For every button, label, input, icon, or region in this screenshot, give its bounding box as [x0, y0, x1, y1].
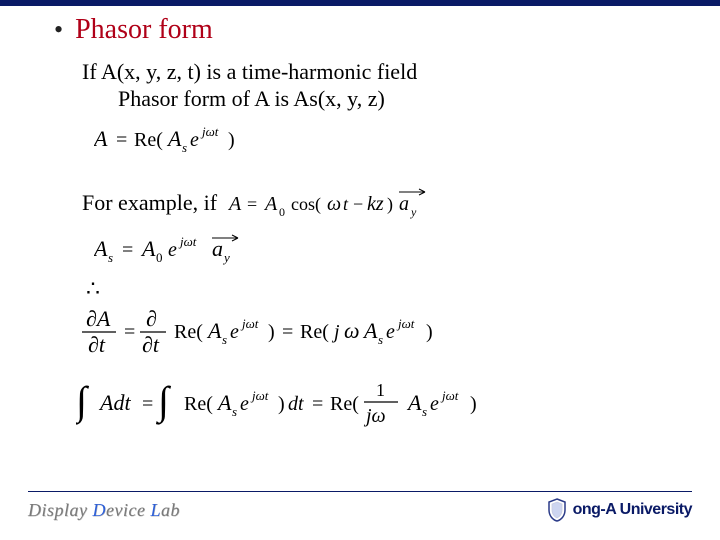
svg-text:A: A	[206, 318, 222, 343]
equation-4: ∂A ∂t = ∂ ∂t Re( A s e jωt ) = Re( j ω	[28, 304, 692, 360]
lab-name: Display Device Lab	[28, 500, 180, 521]
equation-3: A s = A 0 e jωt a y	[28, 228, 692, 270]
svg-text:∂: ∂	[146, 306, 157, 331]
for-example-row: For example, if A = A 0 cos( ω t − kz ) …	[28, 184, 692, 222]
svg-text:): )	[278, 393, 285, 415]
svg-text:jωt: jωt	[200, 124, 219, 139]
svg-text:s: s	[378, 332, 383, 347]
svg-text:j: j	[331, 321, 340, 343]
svg-text:): )	[387, 194, 393, 215]
svg-text:∫: ∫	[155, 378, 172, 425]
university-name: ong-A University	[573, 501, 692, 519]
svg-text:s: s	[232, 404, 237, 419]
svg-text:e: e	[240, 393, 249, 415]
svg-text:A: A	[406, 390, 422, 415]
svg-text:A: A	[140, 236, 156, 261]
svg-text:a: a	[212, 236, 223, 261]
university-block: ong-A University	[547, 498, 692, 522]
therefore-symbol: ∴	[28, 276, 692, 302]
heading-text: Phasor form	[75, 14, 213, 46]
top-border-bar	[0, 0, 720, 6]
svg-text:e: e	[230, 321, 239, 343]
svg-text:Adt: Adt	[98, 390, 131, 415]
svg-text:jωt: jωt	[440, 388, 459, 403]
svg-text:Re(: Re(	[300, 321, 329, 343]
svg-text:jωt: jωt	[250, 388, 269, 403]
svg-text:s: s	[182, 140, 187, 155]
svg-text:A: A	[94, 236, 108, 261]
svg-text:A: A	[227, 193, 242, 215]
lab-part-4: ab	[161, 500, 180, 520]
svg-text:Re(: Re(	[184, 393, 213, 415]
svg-text:jωt: jωt	[396, 316, 415, 331]
lab-part-3: L	[150, 500, 161, 520]
svg-text:cos(: cos(	[291, 194, 321, 215]
svg-text:A: A	[263, 193, 278, 215]
intro-line-1: If A(x, y, z, t) is a time-harmonic fiel…	[28, 58, 692, 86]
equation-1: A = Re( A s e jωt )	[28, 122, 692, 160]
svg-text:s: s	[422, 404, 427, 419]
svg-text:a: a	[399, 193, 409, 215]
svg-text:=: =	[124, 321, 135, 343]
svg-text:∂A: ∂A	[86, 306, 111, 331]
lab-part-0: Display	[28, 500, 93, 520]
svg-text:0: 0	[156, 250, 163, 265]
svg-text:y: y	[222, 250, 230, 265]
svg-text:): )	[268, 321, 275, 343]
svg-text:−: −	[353, 194, 363, 214]
svg-text:A: A	[216, 390, 232, 415]
svg-text:): )	[470, 393, 477, 415]
lab-part-1: D	[93, 500, 107, 520]
svg-text:ω: ω	[327, 193, 341, 215]
content-area: • Phasor form If A(x, y, z, t) is a time…	[0, 14, 720, 436]
svg-text:jω: jω	[363, 405, 386, 427]
bullet-icon: •	[54, 17, 63, 43]
svg-text:jωt: jωt	[240, 316, 259, 331]
equation-5: ∫ Adt = ∫ Re( A s e jωt ) dt = Re( 1 jω	[28, 370, 692, 436]
svg-text:s: s	[108, 250, 113, 265]
svg-text:A: A	[94, 126, 108, 151]
svg-text:∂t: ∂t	[142, 332, 160, 357]
footer-divider	[28, 491, 692, 492]
svg-text:0: 0	[279, 205, 285, 219]
svg-text:∫: ∫	[76, 378, 90, 425]
svg-text:jωt: jωt	[178, 234, 197, 249]
for-example-label: For example, if	[82, 190, 217, 216]
equation-2-rhs: A = A 0 cos( ω t − kz ) a y	[225, 184, 485, 222]
footer-row: Display Device Lab ong-A University	[28, 498, 692, 522]
svg-text:=: =	[247, 194, 257, 214]
lab-part-2: evice	[106, 500, 150, 520]
svg-text:): )	[228, 129, 235, 151]
svg-text:e: e	[430, 393, 439, 415]
svg-text:∂t: ∂t	[88, 332, 106, 357]
svg-text:=: =	[142, 393, 153, 415]
svg-text:=: =	[116, 129, 127, 151]
svg-text:): )	[426, 321, 433, 343]
svg-text:Re(: Re(	[134, 129, 163, 151]
svg-text:s: s	[222, 332, 227, 347]
svg-text:A: A	[362, 318, 378, 343]
svg-text:kz: kz	[367, 193, 384, 215]
svg-text:e: e	[168, 239, 177, 261]
svg-text:y: y	[410, 205, 417, 219]
svg-text:Re(: Re(	[330, 393, 359, 415]
svg-text:e: e	[386, 321, 395, 343]
svg-text:ω: ω	[344, 318, 360, 343]
heading-row: • Phasor form	[28, 14, 692, 46]
svg-text:=: =	[282, 321, 293, 343]
svg-text:Re(: Re(	[174, 321, 203, 343]
svg-text:=: =	[312, 393, 323, 415]
svg-text:dt: dt	[288, 393, 304, 415]
shield-icon	[547, 498, 567, 522]
svg-text:=: =	[122, 239, 133, 261]
svg-text:e: e	[190, 129, 199, 151]
intro-line-2: Phasor form of A is As(x, y, z)	[28, 86, 692, 112]
svg-text:1: 1	[376, 380, 385, 400]
slide: • Phasor form If A(x, y, z, t) is a time…	[0, 0, 720, 540]
svg-text:A: A	[166, 126, 182, 151]
svg-text:t: t	[343, 194, 349, 214]
footer: Display Device Lab ong-A University	[0, 491, 720, 522]
